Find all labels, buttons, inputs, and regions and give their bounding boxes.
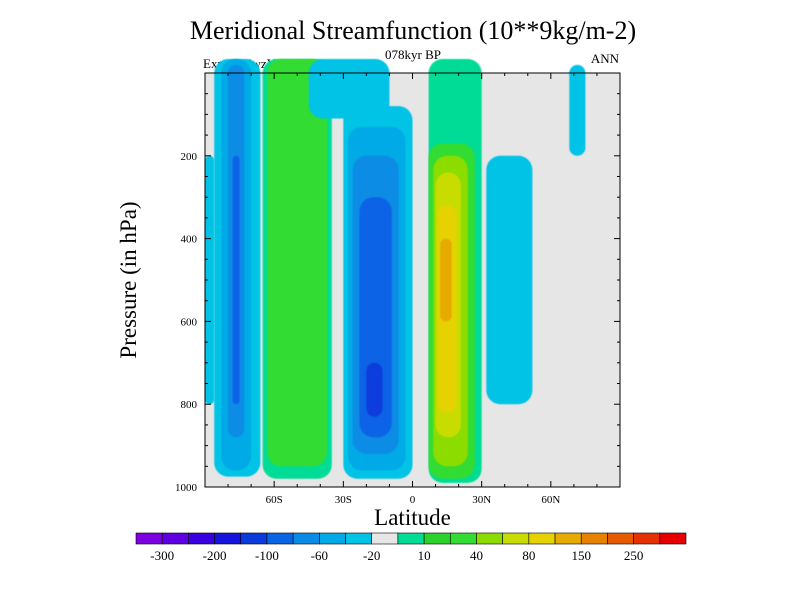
contour-regions bbox=[205, 59, 586, 483]
contour-region bbox=[308, 59, 390, 119]
chart-subtitle: 078kyr BP bbox=[385, 47, 441, 62]
y-axis-label: Pressure (in hPa) bbox=[116, 201, 141, 358]
colorbar-swatch bbox=[292, 532, 320, 545]
colorbar-swatch bbox=[580, 532, 608, 545]
season-label: ANN bbox=[590, 51, 619, 66]
contour-region bbox=[569, 64, 586, 156]
colorbar-swatch bbox=[476, 532, 503, 545]
colorbar-swatch bbox=[135, 532, 163, 545]
colorbar-swatch bbox=[188, 532, 215, 545]
colorbar-swatch bbox=[371, 532, 399, 545]
y-tick-label: 400 bbox=[181, 234, 198, 246]
colorbar-swatch bbox=[214, 532, 242, 545]
colorbar-swatch bbox=[240, 532, 268, 545]
contour-region bbox=[366, 362, 383, 417]
colorbar-swatch bbox=[633, 532, 661, 545]
x-axis-label: Latitude bbox=[374, 505, 451, 530]
colorbar-label: -20 bbox=[363, 548, 380, 563]
contour-region bbox=[486, 155, 533, 405]
colorbar-swatch bbox=[528, 532, 556, 545]
contour-region bbox=[440, 238, 452, 322]
colorbar-swatch bbox=[659, 532, 687, 545]
x-tick-label: 60S bbox=[266, 494, 283, 506]
y-tick-label: 200 bbox=[181, 151, 198, 163]
colorbar-swatch bbox=[397, 532, 425, 545]
y-tick-label: 600 bbox=[181, 316, 198, 328]
colorbar-swatch bbox=[423, 532, 451, 545]
colorbar-swatch bbox=[607, 532, 634, 545]
colorbar-label: 150 bbox=[571, 548, 591, 563]
colorbar-label: 10 bbox=[418, 548, 431, 563]
y-tick-label: 1000 bbox=[175, 482, 198, 494]
colorbar-label: 80 bbox=[522, 548, 535, 563]
y-tick-label: 800 bbox=[181, 399, 198, 411]
colorbar-swatch bbox=[554, 532, 582, 545]
colorbar-label: -60 bbox=[311, 548, 328, 563]
colorbar-label: -200 bbox=[203, 548, 227, 563]
colorbar-swatch bbox=[345, 532, 373, 545]
colorbar-swatch bbox=[266, 532, 294, 545]
colorbar: -300 -200 -100 -60 -20 10 40 80 150 250 bbox=[135, 532, 687, 563]
colorbar-label: 250 bbox=[624, 548, 644, 563]
colorbar-label: -100 bbox=[255, 548, 279, 563]
colorbar-swatch bbox=[161, 532, 189, 545]
colorbar-label: 40 bbox=[470, 548, 483, 563]
x-tick-label: 60N bbox=[541, 494, 560, 506]
x-tick-label: 30S bbox=[335, 494, 352, 506]
x-tick-label: 30N bbox=[472, 494, 491, 506]
x-tick-label: 0 bbox=[410, 494, 416, 506]
colorbar-swatch bbox=[319, 532, 346, 545]
plot-frame bbox=[204, 72, 621, 488]
chart-title: Meridional Streamfunction (10**9kg/m-2) bbox=[189, 16, 637, 45]
colorbar-swatch bbox=[449, 532, 477, 545]
colorbar-swatch bbox=[502, 532, 530, 545]
contour-region bbox=[232, 155, 240, 405]
colorbar-label: -300 bbox=[150, 548, 174, 563]
contour-region bbox=[267, 59, 328, 467]
